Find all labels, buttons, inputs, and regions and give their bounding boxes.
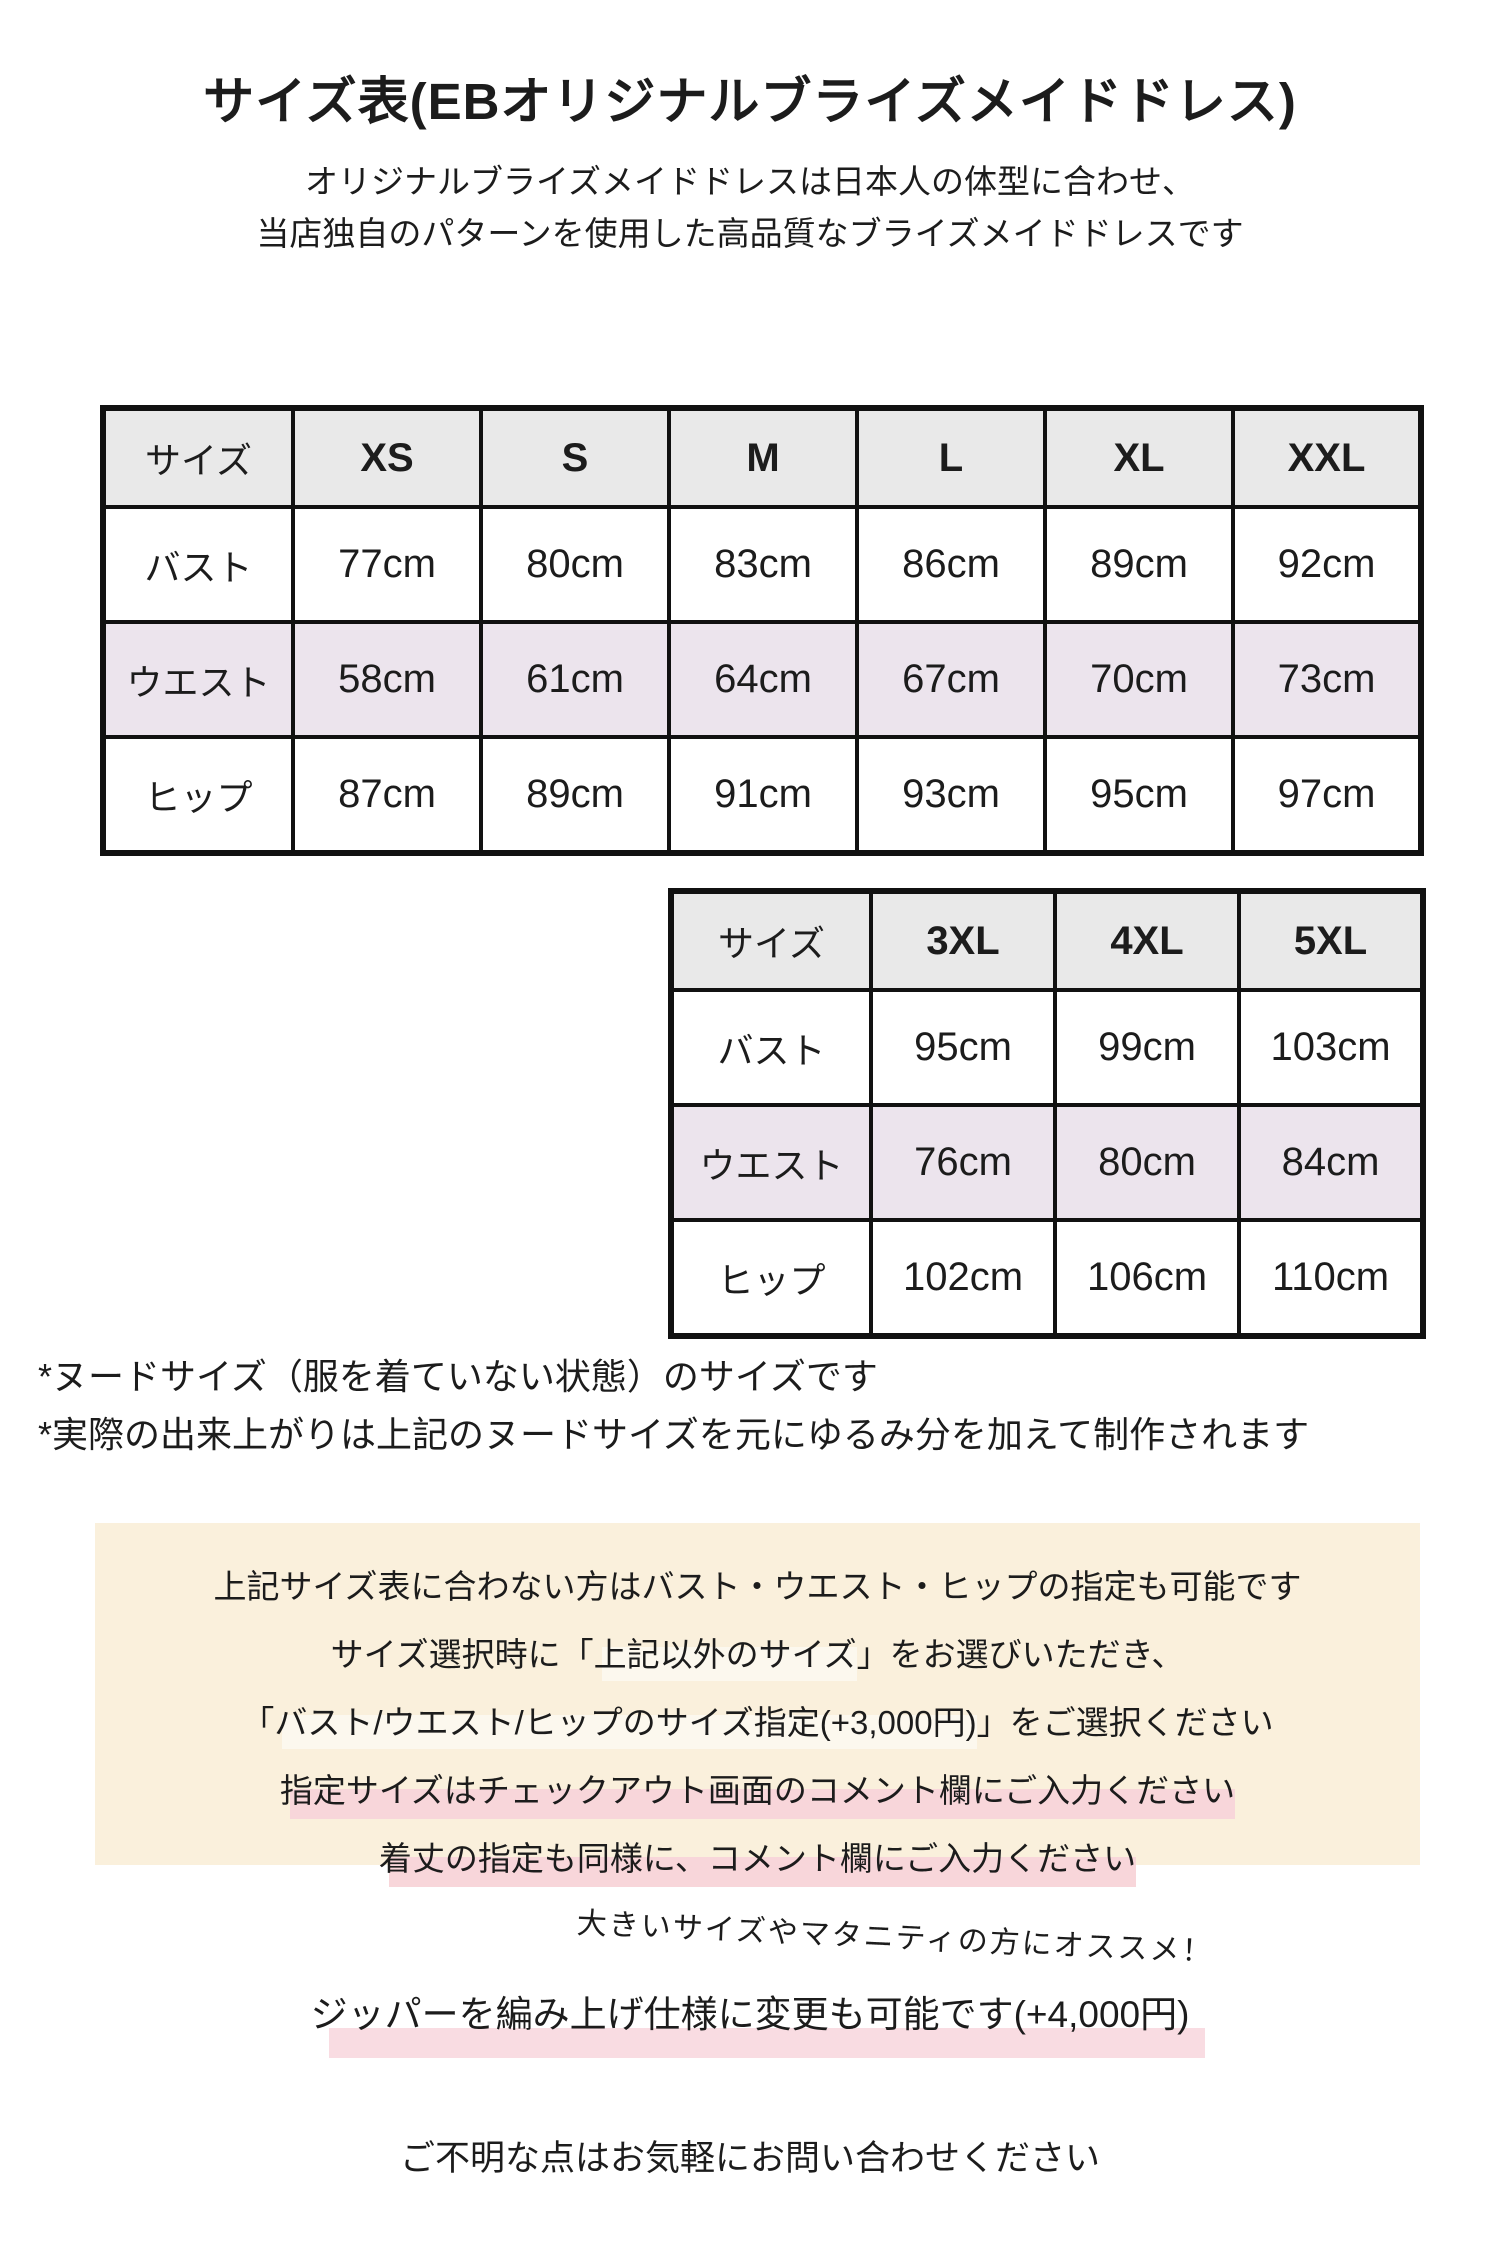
size-value: 87cm bbox=[291, 735, 483, 855]
size-value: 91cm bbox=[667, 735, 859, 855]
header-cell-size: サイズ bbox=[101, 406, 295, 509]
custom-box-line-1: 上記サイズ表に合わない方はバスト・ウエスト・ヒップの指定も可能です bbox=[213, 1568, 1302, 1605]
size-value: 103cm bbox=[1237, 988, 1425, 1107]
row-label-hip: ヒップ bbox=[101, 735, 295, 855]
page-title: サイズ表(EBオリジナルブライズメイドドレス) bbox=[203, 73, 1297, 130]
header-cell-4xl: 4XL bbox=[1053, 889, 1241, 992]
zipper-option-row: ジッパーを編み上げ仕様に変更も可能です(+4,000円) bbox=[0, 1984, 1500, 2058]
custom-box-line-2: サイズ選択時に「上記以外のサイズ」をお選びいただき、 bbox=[95, 1621, 1420, 1689]
header-cell-size: サイズ bbox=[669, 889, 873, 992]
header-cell-5xl: 5XL bbox=[1237, 889, 1425, 992]
size-value: 64cm bbox=[667, 620, 859, 739]
waist-row: ウエスト 58cm 61cm 64cm 67cm 70cm 73cm bbox=[101, 620, 1423, 739]
size-value: 97cm bbox=[1231, 735, 1423, 855]
custom-box-line-3-suffix: 」をご選択ください bbox=[976, 1704, 1274, 1741]
size-value: 67cm bbox=[855, 620, 1047, 739]
note-line-2: *実際の出来上がりは上記のヌードサイズを元にゆるみ分を加えて制作されます bbox=[38, 1414, 1310, 1455]
size-value: 95cm bbox=[1043, 735, 1235, 855]
size-value: 106cm bbox=[1053, 1218, 1241, 1338]
row-label-waist: ウエスト bbox=[669, 1103, 873, 1222]
size-value: 99cm bbox=[1053, 988, 1241, 1107]
size-value: 83cm bbox=[667, 505, 859, 624]
row-label-bust: バスト bbox=[101, 505, 295, 624]
size-value: 61cm bbox=[479, 620, 671, 739]
bust-row: バスト 95cm 99cm 103cm bbox=[669, 988, 1425, 1107]
size-value: 92cm bbox=[1231, 505, 1423, 624]
header-cell-m: M bbox=[667, 406, 859, 509]
custom-box-line-3: 「バスト/ウエスト/ヒップのサイズ指定(+3,000円)」をご選択ください bbox=[95, 1689, 1420, 1757]
size-value: 76cm bbox=[869, 1103, 1057, 1222]
size-value: 86cm bbox=[855, 505, 1047, 624]
custom-size-info-box: 上記サイズ表に合わない方はバスト・ウエスト・ヒップの指定も可能です サイズ選択時… bbox=[95, 1523, 1420, 1887]
header-cell-l: L bbox=[855, 406, 1047, 509]
size-value: 77cm bbox=[291, 505, 483, 624]
custom-box-line-2-highlight: 上記以外のサイズ bbox=[593, 1636, 857, 1681]
header-cell-xs: XS bbox=[291, 406, 483, 509]
handwritten-recommendation-note: 大きいサイズやマタニティの方にオススメ！ bbox=[576, 1906, 1215, 1969]
size-value: 70cm bbox=[1043, 620, 1235, 739]
note-line-1: *ヌードサイズ（服を着ていない状態）のサイズです bbox=[38, 1356, 878, 1397]
row-label-waist: ウエスト bbox=[101, 620, 295, 739]
header-cell-3xl: 3XL bbox=[869, 889, 1057, 992]
custom-box-line-2-suffix: 」をお選びいただき、 bbox=[856, 1636, 1185, 1673]
size-value: 89cm bbox=[479, 735, 671, 855]
size-value: 80cm bbox=[479, 505, 671, 624]
custom-box-line-3-prefix: 「 bbox=[241, 1704, 275, 1741]
zipper-option-note: ジッパーを編み上げ仕様に変更も可能です(+4,000円) bbox=[311, 1984, 1206, 2058]
hip-row: ヒップ 87cm 89cm 91cm 93cm 95cm 97cm bbox=[101, 735, 1423, 855]
contact-footer-note: ご不明な点はお気軽にお問い合わせください bbox=[399, 2139, 1100, 2178]
bust-row: バスト 77cm 80cm 83cm 86cm 89cm 92cm bbox=[101, 505, 1423, 624]
hip-row: ヒップ 102cm 106cm 110cm bbox=[669, 1218, 1425, 1338]
header-cell-xxl: XXL bbox=[1231, 406, 1423, 509]
page-subtitle: オリジナルブライズメイドドレスは日本人の体型に合わせ、当店独自のパターンを使用し… bbox=[0, 156, 1500, 260]
custom-box-line-4: 指定サイズはチェックアウト画面のコメント欄にご入力ください bbox=[95, 1757, 1420, 1825]
header-cell-s: S bbox=[479, 406, 671, 509]
custom-box-line-3-highlight: バスト/ウエスト/ヒップのサイズ指定(+3,000円) bbox=[274, 1704, 977, 1749]
size-table-main-header-row: サイズ XS S M L XL XXL bbox=[101, 406, 1423, 509]
custom-box-line-2-prefix: サイズ選択時に「 bbox=[330, 1636, 594, 1673]
size-value: 110cm bbox=[1237, 1218, 1425, 1338]
nude-size-notes: *ヌードサイズ（服を着ていない状態）のサイズです *実際の出来上がりは上記のヌー… bbox=[38, 1348, 1470, 1464]
size-table-main: サイズ XS S M L XL XXL バスト 77cm 80cm 83cm 8… bbox=[100, 405, 1424, 856]
row-label-hip: ヒップ bbox=[669, 1218, 873, 1338]
waist-row: ウエスト 76cm 80cm 84cm bbox=[669, 1103, 1425, 1222]
size-value: 73cm bbox=[1231, 620, 1423, 739]
subtitle-line-1: オリジナルブライズメイドドレスは日本人の体型に合わせ、 bbox=[304, 163, 1195, 200]
subtitle-line-2: 当店独自のパターンを使用した高品質なブライズメイドドレスです bbox=[256, 215, 1244, 252]
size-value: 80cm bbox=[1053, 1103, 1241, 1222]
size-value: 89cm bbox=[1043, 505, 1235, 624]
size-value: 84cm bbox=[1237, 1103, 1425, 1222]
size-value: 102cm bbox=[869, 1218, 1057, 1338]
size-value: 58cm bbox=[291, 620, 483, 739]
size-table-large: サイズ 3XL 4XL 5XL バスト 95cm 99cm 103cm ウエスト… bbox=[668, 888, 1426, 1339]
size-table-large-header-row: サイズ 3XL 4XL 5XL bbox=[669, 889, 1425, 992]
row-label-bust: バスト bbox=[669, 988, 873, 1107]
size-value: 93cm bbox=[855, 735, 1047, 855]
custom-box-line-5: 着丈の指定も同様に、コメント欄にご入力ください bbox=[95, 1825, 1420, 1893]
size-value: 95cm bbox=[869, 988, 1057, 1107]
header-cell-xl: XL bbox=[1043, 406, 1235, 509]
